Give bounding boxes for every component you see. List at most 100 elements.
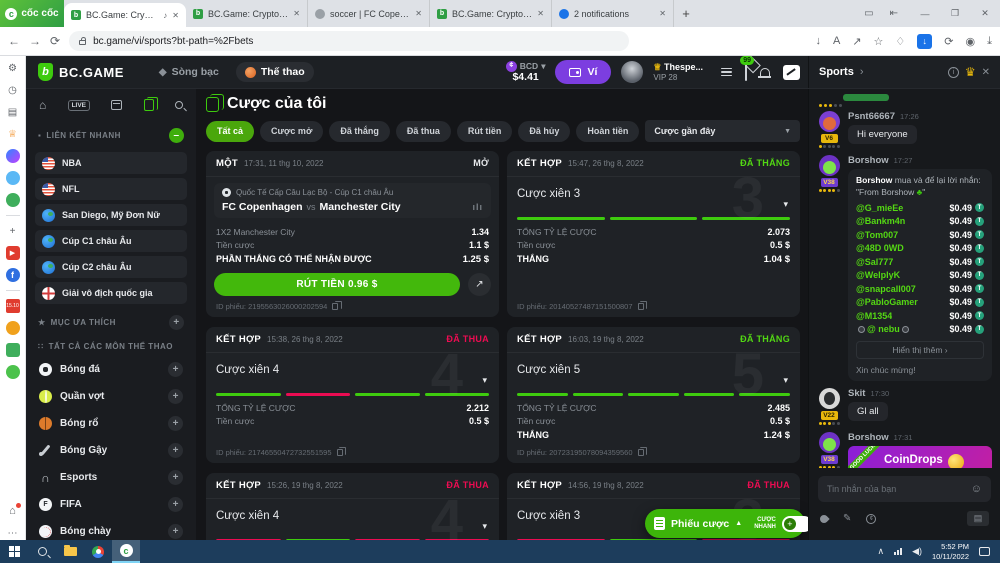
user-info[interactable]: ♕ Thespe... VIP 28: [653, 61, 703, 82]
chat-username[interactable]: Skit: [848, 388, 866, 399]
tip-icon[interactable]: ¢: [866, 513, 877, 524]
coccoc-app[interactable]: c: [112, 540, 140, 563]
expand-icon[interactable]: +: [168, 443, 183, 458]
tab-close-icon[interactable]: ✕: [415, 9, 422, 18]
chat-toggle-icon[interactable]: [783, 64, 800, 80]
downloads-icon[interactable]: ⤓: [987, 34, 992, 47]
more-icon[interactable]: ⋯: [7, 527, 18, 539]
sync-icon[interactable]: ⟳: [944, 35, 954, 48]
quicklink-cupc2[interactable]: Cúp C2 châu Âu: [35, 256, 187, 278]
taskbar-clock[interactable]: 5:52 PM 10/11/2022: [932, 542, 969, 561]
browser-tab-5[interactable]: 2 notifications ✕: [552, 0, 674, 27]
sidebar-item-esports[interactable]: ∩ Esports +: [35, 464, 187, 491]
collapse-button[interactable]: –: [169, 128, 184, 143]
filter-cancelled[interactable]: Đã hủy: [518, 120, 571, 142]
tab-close-icon[interactable]: ✕: [537, 9, 544, 18]
live-tab[interactable]: LIVE: [67, 99, 91, 111]
start-button[interactable]: [0, 540, 28, 563]
bell-icon[interactable]: [758, 67, 771, 78]
adblock-icon[interactable]: ♢: [895, 35, 906, 48]
copy-icon[interactable]: [332, 300, 342, 310]
my-bets-icon[interactable]: [143, 97, 158, 111]
rain-icon[interactable]: [818, 512, 830, 525]
sidebar-item-basketball[interactable]: Bóng rổ +: [35, 410, 187, 437]
screencast-icon[interactable]: ▭: [864, 8, 874, 19]
url-field[interactable]: bc.game/vi/sports?bt-path=%2Fbets: [69, 31, 630, 51]
forward-icon[interactable]: →: [29, 34, 41, 48]
sidebar-item-fifa[interactable]: F FIFA +: [35, 491, 187, 518]
tab-close-icon[interactable]: ✕: [293, 9, 300, 18]
games-icon[interactable]: [5, 193, 20, 207]
browser-tab-1[interactable]: bBC.Game: Crypto Casino♪✕: [64, 3, 186, 27]
bookmark-icon[interactable]: ☆: [873, 35, 884, 48]
cashout-button[interactable]: RÚT TIỀN 0.96 $: [214, 273, 460, 296]
avatar[interactable]: [818, 111, 840, 132]
chat-input[interactable]: [827, 484, 965, 494]
trophy-icon[interactable]: ♛: [964, 65, 976, 79]
copy-icon[interactable]: [336, 446, 347, 456]
wallet-button[interactable]: Ví: [555, 60, 612, 84]
file-explorer[interactable]: [56, 540, 84, 563]
nav-casino[interactable]: ◆ Sòng bạc: [158, 66, 219, 78]
send-button[interactable]: ▤: [967, 511, 989, 526]
quick-bet-toggle[interactable]: [781, 515, 808, 532]
sidebar-item-football[interactable]: Bóng đá +: [35, 356, 187, 383]
save-icon[interactable]: ↓: [815, 35, 821, 47]
expand-icon[interactable]: +: [168, 389, 183, 404]
recipient-name[interactable]: @Bankm4n: [856, 216, 906, 227]
nav-sports[interactable]: Thế thao: [235, 62, 314, 82]
network-icon[interactable]: [894, 548, 903, 555]
chat-username[interactable]: Borshow: [848, 155, 889, 166]
share-button[interactable]: ↗: [468, 273, 491, 296]
sidebar-item-tennis[interactable]: Quần vợt +: [35, 383, 187, 410]
sidebar-item-baseball[interactable]: Bóng chày +: [35, 518, 187, 540]
chat-username[interactable]: Borshow: [848, 432, 889, 443]
tab-close-icon[interactable]: ✕: [659, 9, 666, 18]
chat-username[interactable]: Psnt66667: [848, 111, 896, 122]
chevron-right-icon[interactable]: ›: [859, 66, 864, 78]
tab-close-icon[interactable]: ✕: [172, 10, 179, 20]
tab-search-icon[interactable]: ⇤: [889, 8, 898, 19]
browser-tab-2[interactable]: bBC.Game: Crypto Casino Gam✕: [186, 0, 308, 27]
filter-lost[interactable]: Đã thua: [395, 120, 451, 142]
recipient-name[interactable]: @Tom007: [856, 229, 899, 240]
expand-icon[interactable]: +: [168, 416, 183, 431]
shop-icon[interactable]: [5, 343, 20, 357]
chrome-app[interactable]: [84, 540, 112, 563]
recipient-name[interactable]: @snapcall007: [856, 283, 916, 294]
expand-icon[interactable]: +: [168, 497, 183, 512]
browser-tab-4[interactable]: bBC.Game: Crypto Casino Gam✕: [430, 0, 552, 27]
info-icon[interactable]: i: [947, 66, 959, 78]
expand-caret[interactable]: ▾: [783, 375, 788, 385]
hot-icon[interactable]: ♕: [8, 128, 17, 140]
coindrop-banner[interactable]: GOOD LUCK CoinDrops Good Luck! Grab: [848, 446, 992, 468]
twitter-icon[interactable]: [5, 171, 20, 185]
zalo-icon[interactable]: [5, 365, 20, 379]
filter-cashout[interactable]: Rút tiền: [456, 120, 513, 142]
recipient-name[interactable]: @48D 0WD: [856, 243, 904, 254]
betslip-button[interactable]: Phiếu cược ▲ CƯỢC NHANH: [645, 509, 808, 538]
menu-icon[interactable]: [721, 67, 732, 77]
home-icon[interactable]: ⌂: [39, 98, 47, 112]
currency-selector[interactable]: ¢ BCD ▾ $4.41: [505, 61, 545, 84]
filter-open[interactable]: Cược mở: [260, 120, 324, 142]
avatar[interactable]: [818, 388, 840, 409]
recipient-name[interactable]: @G_mieEe: [856, 202, 904, 213]
filter-all[interactable]: Tất cả: [206, 120, 255, 142]
settings-icon[interactable]: ⚙: [8, 62, 17, 74]
coccoc-brand[interactable]: c cốc cốc: [0, 0, 64, 27]
profile-icon[interactable]: ◉: [965, 35, 976, 48]
stats-icon[interactable]: ılı: [472, 202, 483, 212]
quicklink-nba[interactable]: NBA: [35, 152, 187, 174]
browser-tab-3[interactable]: soccer | FC Copenhagen vs M✕: [308, 0, 430, 27]
recipient-name[interactable]: @WelplyK: [856, 270, 901, 281]
tray-expand-icon[interactable]: ∧: [877, 546, 885, 556]
chat-close-icon[interactable]: ✕: [981, 66, 990, 78]
share-icon[interactable]: ↗: [852, 35, 862, 48]
rules-icon[interactable]: ✎: [843, 513, 852, 524]
new-tab-button[interactable]: +: [682, 6, 690, 21]
filter-won[interactable]: Đã thắng: [329, 120, 390, 142]
target-icon[interactable]: [5, 321, 20, 335]
volume-icon[interactable]: ◀): [912, 546, 923, 556]
quicklink-national[interactable]: Giải vô địch quốc gia: [35, 282, 187, 304]
